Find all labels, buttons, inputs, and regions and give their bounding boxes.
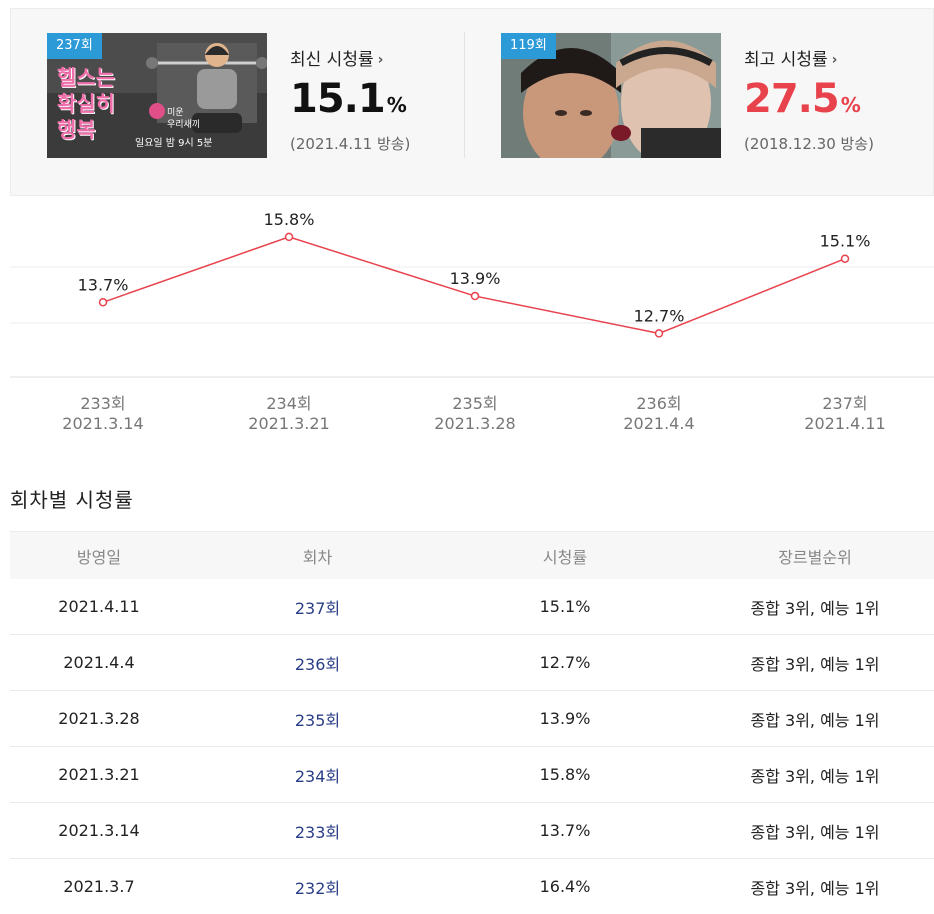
thumb-title-line-2: 확실히 [57,92,115,116]
cell-rating: 13.7% [539,821,591,840]
data-point[interactable] [470,291,480,301]
cell-rating: 12.7% [539,653,591,672]
data-label: 12.7% [634,306,685,325]
highest-rating-info: 최고 시청률 › 27.5% (2018.12.30 방송) [744,49,934,156]
thumb-caption: 일요일 밤 9시 5분 [135,138,213,149]
episode-badge: 237회 [47,33,102,59]
x-tick-date: 2021.4.4 [623,414,695,433]
cell-genre-rank: 종합 3위, 예능 1위 [750,710,880,730]
latest-rating-number: 15.1 [290,76,386,122]
x-tick-date: 2021.3.21 [248,414,330,433]
percent-unit: % [840,93,861,117]
cell-episode-link[interactable]: 232회 [294,878,341,898]
highest-rating-date: (2018.12.30 방송) [744,135,874,153]
cell-genre-rank: 종합 3위, 예능 1위 [750,654,880,674]
x-tick-episode: 235회 [452,394,498,413]
latest-rating-link[interactable]: 최신 시청률 › [290,49,480,72]
table-row: 2021.3.14 233회 13.7% 종합 3위, 예능 1위 [10,803,934,859]
cell-genre-rank: 종합 3위, 예능 1위 [750,822,880,842]
episode-badge: 119회 [501,33,556,59]
data-label: 15.1% [820,232,871,251]
chart-canvas: 13.7% 15.8% 13.9% 12.7% 15.1% [10,210,934,378]
latest-rating-date: (2021.4.11 방송) [290,135,411,153]
x-tick-episode: 233회 [80,394,126,413]
data-point[interactable] [98,298,108,307]
x-axis-tick-label: 234회 2021.3.21 [219,394,359,434]
table-header-row: 방영일 회차 시청률 장르별순위 [10,531,934,579]
cell-rating: 13.9% [539,709,591,728]
cell-air-date: 2021.3.28 [58,709,140,728]
ratings-table: 방영일 회차 시청률 장르별순위 2021.4.11 237회 15.1% 종합… [10,531,934,914]
cell-episode-link[interactable]: 237회 [294,598,341,618]
x-axis-tick-label: 233회 2021.3.14 [33,394,173,434]
latest-episode-thumbnail[interactable]: 미운 우리새끼 헬스는 확실히 행복 일요일 밤 9시 5분 237회 [47,33,267,158]
data-label: 13.9% [450,269,501,288]
latest-rating-value: 15.1% [290,76,480,128]
header-genre-rank: 장르별순위 [778,547,852,567]
highest-rating-number: 27.5 [744,76,840,122]
highest-rating-label: 최고 시청률 [744,50,828,70]
thumb-title-line-3: 행복 [57,118,96,142]
cell-air-date: 2021.3.21 [58,765,140,784]
x-tick-date: 2021.3.28 [434,414,516,433]
cell-genre-rank: 종합 3위, 예능 1위 [750,766,880,786]
table-row: 2021.4.4 236회 12.7% 종합 3위, 예능 1위 [10,635,934,691]
latest-rating-info: 최신 시청률 › 15.1% (2021.4.11 방송) [290,49,480,156]
svg-text:우리새끼: 우리새끼 [167,119,200,130]
table-row: 2021.3.7 232회 16.4% 종합 3위, 예능 1위 [10,859,934,914]
percent-unit: % [386,93,407,117]
table-row: 2021.3.21 234회 15.8% 종합 3위, 예능 1위 [10,747,934,803]
header-air-date: 방영일 [76,547,122,567]
cell-rating: 15.1% [539,597,591,616]
highest-episode-thumbnail[interactable]: 119회 [501,33,721,158]
rating-trend-chart: 13.7% 15.8% 13.9% 12.7% 15.1% 233회 2021.3.14 2… [0,196,934,446]
x-tick-episode: 237회 [822,394,868,413]
latest-rating-label: 최신 시청률 [290,50,374,70]
cell-air-date: 2021.3.7 [63,877,135,896]
chevron-right-icon: › [831,52,838,68]
cell-genre-rank: 종합 3위, 예능 1위 [750,878,880,898]
chevron-right-icon: › [377,52,384,68]
cell-air-date: 2021.4.4 [63,653,135,672]
cell-air-date: 2021.4.11 [58,597,140,616]
data-label: 13.7% [78,275,129,294]
x-axis-tick-label: 237회 2021.4.11 [775,394,915,434]
header-rating: 시청률 [542,547,588,567]
gym-scene-image: 미운 우리새끼 [47,33,267,158]
cell-episode-link[interactable]: 236회 [294,654,341,674]
highest-rating-value: 27.5% [744,76,934,128]
summary-divider [464,32,465,158]
cell-episode-link[interactable]: 233회 [294,822,341,842]
svg-text:미운: 미운 [167,107,184,118]
x-tick-episode: 234회 [266,394,312,413]
cell-episode-link[interactable]: 235회 [294,710,341,730]
x-tick-episode: 236회 [636,394,682,413]
thumb-title-line-1: 헬스는 [57,66,115,90]
data-label: 15.8% [264,210,315,229]
data-point[interactable] [654,329,664,338]
table-row: 2021.4.11 237회 15.1% 종합 3위, 예능 1위 [10,579,934,635]
cell-episode-link[interactable]: 234회 [294,766,341,786]
cell-rating: 16.4% [539,877,591,896]
cell-rating: 15.8% [539,765,591,784]
section-title: 회차별 시청률 [10,488,134,512]
data-point[interactable] [840,254,850,263]
header-episode: 회차 [302,547,333,567]
highest-rating-link[interactable]: 최고 시청률 › [744,49,934,72]
cell-genre-rank: 종합 3위, 예능 1위 [750,598,880,618]
x-tick-date: 2021.3.14 [62,414,144,433]
x-axis-tick-label: 236회 2021.4.4 [589,394,729,434]
x-axis-tick-label: 235회 2021.3.28 [405,394,545,434]
data-point[interactable] [284,232,294,242]
x-tick-date: 2021.4.11 [804,414,886,433]
table-row: 2021.3.28 235회 13.9% 종합 3위, 예능 1위 [10,691,934,747]
cell-air-date: 2021.3.14 [58,821,140,840]
